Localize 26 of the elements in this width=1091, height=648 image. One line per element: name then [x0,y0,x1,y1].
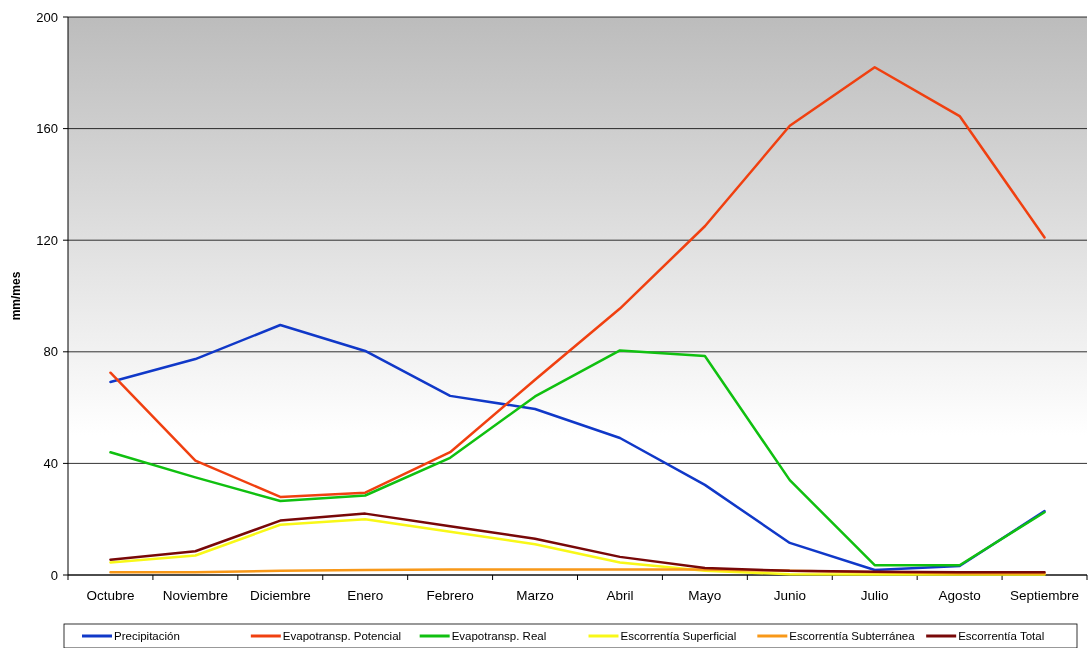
y-tick-label: 200 [36,9,58,25]
legend-label: Evapotransp. Real [451,630,547,643]
y-tick-label: 0 [50,567,58,583]
legend-label: Escorrentía Superficial [620,630,737,643]
x-tick-label: Septiembre [1010,588,1080,603]
legend-label: Escorrentía Subterránea [789,630,916,643]
legend-label: Escorrentía Total [958,630,1045,643]
x-tick-label: Marzo [516,588,554,603]
y-tick-label: 120 [36,232,58,248]
x-tick-label: Enero [347,588,384,603]
x-tick-label: Diciembre [249,588,311,603]
x-tick-label: Junio [773,588,806,603]
x-tick-label: Abril [606,588,634,603]
y-tick-label: 80 [43,344,58,360]
y-axis-title: mm/mes [9,271,23,321]
line-series [109,65,1046,499]
x-tick-label: Febrero [426,588,474,603]
legend-label: Evapotransp. Potencial [282,630,402,643]
x-tick-label: Mayo [688,588,722,603]
x-tick-label: Agosto [938,588,981,603]
legend-label: Precipitación [114,630,180,643]
x-tick-label: Noviembre [162,588,229,603]
x-tick-label: Julio [860,588,889,603]
y-tick-label: 160 [36,121,58,137]
x-tick-label: Octubre [86,588,135,603]
y-tick-label: 40 [43,455,58,471]
